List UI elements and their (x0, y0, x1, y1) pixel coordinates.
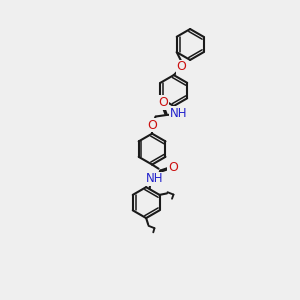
Text: NH: NH (146, 172, 164, 185)
Text: O: O (158, 96, 168, 109)
Text: O: O (168, 161, 178, 174)
Text: O: O (176, 60, 186, 73)
Text: O: O (147, 119, 157, 132)
Text: NH: NH (169, 107, 187, 120)
